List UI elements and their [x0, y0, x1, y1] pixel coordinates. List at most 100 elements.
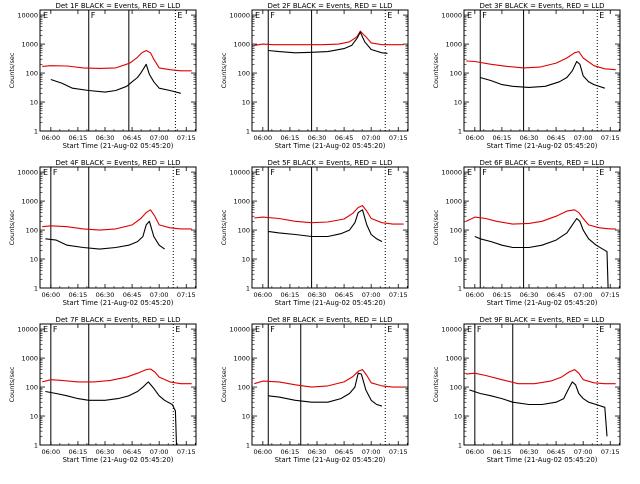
y-tick-label: 10	[242, 256, 250, 264]
detector-panel-4: Det 4F BLACK = Events, RED = LLD 1 10 100 10…	[8, 159, 197, 307]
lld-series-line	[42, 209, 192, 231]
flag-label: E	[467, 325, 472, 334]
x-tick-label: 06:15	[281, 134, 300, 142]
detector-panel-5: Det 5F BLACK = Events, RED = LLD 1 10 100 10…	[220, 159, 409, 307]
events-series-line	[268, 372, 383, 407]
x-tick-label: 06:00	[465, 134, 484, 142]
y-tick-label: 100	[450, 227, 462, 235]
x-tick-label: 06:30	[520, 291, 539, 299]
y-tick-label: 10000	[17, 169, 38, 177]
x-tick-label: 07:00	[574, 134, 593, 142]
x-tick-label: 06:30	[96, 134, 115, 142]
x-tick-label: 06:00	[41, 291, 60, 299]
y-tick-label: 10	[242, 99, 250, 107]
panel-title: Det 8F BLACK = Events, RED = LLD	[267, 316, 392, 324]
events-series-line	[474, 217, 609, 289]
flag-label: F	[270, 325, 275, 334]
y-tick-label: 1	[458, 128, 462, 136]
x-tick-label: 06:15	[69, 448, 88, 456]
x-tick-label: 06:00	[253, 448, 272, 456]
y-tick-label: 10000	[229, 326, 250, 334]
events-series-line	[268, 209, 383, 243]
x-axis-label: Start Time (21-Aug-02 05:45:20)	[487, 142, 598, 150]
y-tick-label: 1	[246, 442, 250, 450]
x-axis-label: Start Time (21-Aug-02 05:45:20)	[487, 299, 598, 307]
x-tick-label: 06:00	[41, 448, 60, 456]
flag-label: E	[387, 325, 392, 334]
x-tick-label: 07:15	[177, 291, 196, 299]
plot-frame	[39, 9, 197, 132]
flag-label: E	[467, 11, 472, 20]
flag-label: E	[43, 168, 48, 177]
y-tick-label: 1000	[233, 41, 250, 49]
lld-series-line	[254, 30, 404, 46]
flag-label: F	[270, 11, 275, 20]
panel-title: Det 2F BLACK = Events, RED = LLD	[267, 2, 392, 10]
y-axis-label: Counts/sec	[432, 366, 440, 402]
flag-label: E	[599, 168, 604, 177]
y-tick-label: 10000	[17, 12, 38, 20]
x-tick-label: 07:00	[150, 448, 169, 456]
x-tick-label: 07:15	[177, 134, 196, 142]
detector-panel-2: Det 2F BLACK = Events, RED = LLD 1 10 100 10…	[220, 2, 409, 150]
y-axis-label: Counts/sec	[220, 52, 228, 88]
x-tick-label: 06:45	[335, 134, 354, 142]
y-tick-label: 10000	[229, 169, 250, 177]
y-tick-label: 10	[454, 256, 462, 264]
y-tick-label: 10	[30, 256, 38, 264]
flag-label: F	[482, 11, 487, 20]
x-tick-label: 06:15	[69, 134, 88, 142]
flag-label: E	[599, 11, 604, 20]
detector-panel-7: Det 7F BLACK = Events, RED = LLD 1 10 100 10…	[8, 316, 197, 464]
lld-series-line	[254, 369, 404, 388]
x-tick-label: 07:00	[150, 291, 169, 299]
x-tick-label: 06:45	[335, 291, 354, 299]
x-tick-label: 06:45	[547, 134, 566, 142]
y-tick-label: 1	[34, 442, 38, 450]
y-tick-label: 1	[34, 285, 38, 293]
flag-label: E	[599, 325, 604, 334]
y-tick-label: 10000	[17, 326, 38, 334]
x-tick-label: 06:00	[465, 448, 484, 456]
x-tick-label: 06:15	[69, 291, 88, 299]
x-tick-label: 06:15	[493, 291, 512, 299]
flag-label: E	[255, 168, 260, 177]
x-tick-label: 06:45	[547, 448, 566, 456]
flag-label: F	[53, 168, 58, 177]
y-tick-label: 10	[454, 99, 462, 107]
x-tick-label: 06:45	[123, 134, 142, 142]
x-tick-label: 06:45	[335, 448, 354, 456]
panel-title: Det 9F BLACK = Events, RED = LLD	[479, 316, 604, 324]
flag-label: F	[270, 168, 275, 177]
y-tick-label: 1000	[21, 41, 38, 49]
y-tick-label: 1000	[233, 198, 250, 206]
flag-label: F	[482, 168, 487, 177]
plot-frame	[251, 323, 409, 446]
y-tick-label: 10000	[441, 12, 462, 20]
y-tick-label: 10000	[441, 169, 462, 177]
y-tick-label: 100	[26, 227, 38, 235]
events-series-line	[45, 220, 165, 250]
events-series-line	[268, 31, 388, 54]
y-tick-label: 100	[238, 227, 250, 235]
y-tick-label: 1000	[21, 355, 38, 363]
y-tick-label: 10	[30, 413, 38, 421]
y-tick-label: 1000	[445, 355, 462, 363]
x-axis-label: Start Time (21-Aug-02 05:45:20)	[275, 142, 386, 150]
events-series-line	[480, 60, 605, 89]
events-series-line	[45, 381, 178, 446]
lld-series-line	[254, 205, 404, 225]
x-tick-label: 07:00	[150, 134, 169, 142]
lld-series-line	[466, 51, 616, 71]
x-tick-label: 07:15	[389, 291, 408, 299]
x-tick-label: 06:15	[493, 448, 512, 456]
y-tick-label: 10000	[441, 326, 462, 334]
x-axis-label: Start Time (21-Aug-02 05:45:20)	[275, 456, 386, 464]
y-tick-label: 100	[238, 70, 250, 78]
x-tick-label: 06:00	[41, 134, 60, 142]
x-tick-label: 06:30	[308, 291, 327, 299]
x-tick-label: 07:00	[574, 291, 593, 299]
flag-label: E	[175, 325, 180, 334]
x-tick-label: 07:15	[389, 134, 408, 142]
plot-frame	[463, 166, 621, 289]
